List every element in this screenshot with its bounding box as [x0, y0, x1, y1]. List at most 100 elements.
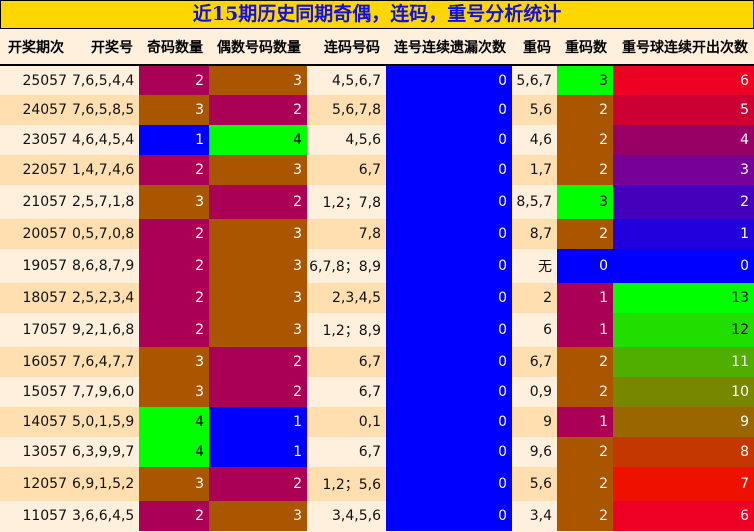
column-header-period[interactable]: 开奖期次 — [0, 29, 72, 66]
cell-period: 15057 — [0, 377, 72, 407]
cell-repeat-streak: 3 — [613, 155, 754, 185]
cell-period: 13057 — [0, 437, 72, 467]
cell-even-count: 1 — [209, 437, 307, 467]
cell-consecutive: 5,6,7,8 — [307, 95, 386, 125]
cell-period: 12057 — [0, 467, 72, 501]
cell-consecutive: 0,1 — [307, 407, 386, 437]
table-row: 15057 7,7,9,6,0 3 2 6,7 0 0,9 2 10 — [0, 377, 754, 407]
column-header-repeat-count[interactable]: 重码数 — [557, 29, 613, 66]
cell-numbers: 8,6,8,7,9 — [72, 249, 139, 283]
cell-consecutive-miss: 0 — [386, 95, 512, 125]
cell-repeat: 4,6 — [512, 125, 557, 155]
cell-repeat-streak: 0 — [613, 249, 754, 283]
cell-even-count: 4 — [209, 125, 307, 155]
cell-period: 20057 — [0, 219, 72, 249]
cell-consecutive-miss: 0 — [386, 283, 512, 313]
cell-repeat: 8,5,7 — [512, 185, 557, 219]
cell-consecutive: 6,7 — [307, 155, 386, 185]
cell-repeat: 6 — [512, 313, 557, 347]
column-header-consecutive-miss[interactable]: 连号连续遗漏次数 — [386, 29, 512, 66]
cell-numbers: 1,4,7,4,6 — [72, 155, 139, 185]
cell-consecutive: 7,8 — [307, 219, 386, 249]
cell-numbers: 2,5,2,3,4 — [72, 283, 139, 313]
cell-consecutive-miss: 0 — [386, 377, 512, 407]
cell-repeat-count: 2 — [557, 347, 613, 377]
table-row: 20057 0,5,7,0,8 2 3 7,8 0 8,7 2 1 — [0, 219, 754, 249]
cell-odd-count: 2 — [139, 155, 209, 185]
cell-consecutive-miss: 0 — [386, 219, 512, 249]
table-row: 21057 2,5,7,1,8 3 2 1,2；7,8 0 8,5,7 3 2 — [0, 185, 754, 219]
cell-odd-count: 3 — [139, 467, 209, 501]
cell-consecutive-miss: 0 — [386, 467, 512, 501]
column-header-even-count[interactable]: 偶数号码数量 — [209, 29, 307, 66]
cell-repeat: 6,7 — [512, 347, 557, 377]
cell-period: 16057 — [0, 347, 72, 377]
cell-numbers: 2,5,7,1,8 — [72, 185, 139, 219]
cell-numbers: 7,7,9,6,0 — [72, 377, 139, 407]
cell-consecutive-miss: 0 — [386, 65, 512, 95]
cell-repeat-streak: 8 — [613, 437, 754, 467]
cell-numbers: 7,6,4,7,7 — [72, 347, 139, 377]
cell-odd-count: 2 — [139, 313, 209, 347]
cell-period: 23057 — [0, 125, 72, 155]
cell-repeat-streak: 1 — [613, 219, 754, 249]
cell-repeat: 9 — [512, 407, 557, 437]
cell-even-count: 2 — [209, 377, 307, 407]
cell-repeat-count: 2 — [557, 219, 613, 249]
cell-repeat-count: 2 — [557, 95, 613, 125]
cell-period: 18057 — [0, 283, 72, 313]
table-row: 22057 1,4,7,4,6 2 3 6,7 0 1,7 2 3 — [0, 155, 754, 185]
cell-odd-count: 2 — [139, 283, 209, 313]
cell-numbers: 7,6,5,8,5 — [72, 95, 139, 125]
cell-consecutive: 6,7 — [307, 377, 386, 407]
cell-numbers: 9,2,1,6,8 — [72, 313, 139, 347]
cell-odd-count: 3 — [139, 347, 209, 377]
cell-consecutive-miss: 0 — [386, 501, 512, 531]
cell-even-count: 3 — [209, 65, 307, 95]
column-header-consecutive[interactable]: 连码号码 — [307, 29, 386, 66]
cell-repeat-count: 1 — [557, 407, 613, 437]
cell-repeat-streak: 10 — [613, 377, 754, 407]
cell-even-count: 3 — [209, 283, 307, 313]
cell-even-count: 3 — [209, 155, 307, 185]
cell-consecutive: 6,7,8；8,9 — [307, 249, 386, 283]
column-header-numbers[interactable]: 开奖号 — [72, 29, 139, 66]
table-row: 12057 6,9,1,5,2 3 2 1,2；5,6 0 5,6 2 7 — [0, 467, 754, 501]
cell-numbers: 7,6,5,4,4 — [72, 65, 139, 95]
cell-period: 11057 — [0, 501, 72, 531]
cell-repeat-streak: 4 — [613, 125, 754, 155]
cell-consecutive: 1,2；7,8 — [307, 185, 386, 219]
table-row: 19057 8,6,8,7,9 2 3 6,7,8；8,9 0 无 0 0 — [0, 249, 754, 283]
cell-consecutive: 6,7 — [307, 437, 386, 467]
cell-repeat-streak: 2 — [613, 185, 754, 219]
cell-repeat-count: 1 — [557, 283, 613, 313]
cell-odd-count: 4 — [139, 437, 209, 467]
cell-odd-count: 1 — [139, 125, 209, 155]
table-row: 25057 7,6,5,4,4 2 3 4,5,6,7 0 5,6,7 3 6 — [0, 65, 754, 95]
cell-repeat-count: 2 — [557, 125, 613, 155]
cell-odd-count: 2 — [139, 219, 209, 249]
cell-period: 22057 — [0, 155, 72, 185]
column-header-repeat-streak[interactable]: 重号球连续开出次数 — [613, 29, 754, 66]
column-header-odd-count[interactable]: 奇码数量 — [139, 29, 209, 66]
cell-even-count: 2 — [209, 95, 307, 125]
cell-even-count: 2 — [209, 467, 307, 501]
cell-period: 25057 — [0, 65, 72, 95]
cell-even-count: 3 — [209, 501, 307, 531]
cell-repeat: 9,6 — [512, 437, 557, 467]
table-row: 24057 7,6,5,8,5 3 2 5,6,7,8 0 5,6 2 5 — [0, 95, 754, 125]
cell-repeat: 5,6 — [512, 95, 557, 125]
cell-consecutive: 1,2；5,6 — [307, 467, 386, 501]
cell-repeat-streak: 5 — [613, 95, 754, 125]
cell-even-count: 2 — [209, 185, 307, 219]
cell-repeat: 5,6 — [512, 467, 557, 501]
column-header-repeat[interactable]: 重码 — [512, 29, 557, 66]
cell-repeat-streak: 7 — [613, 467, 754, 501]
cell-numbers: 5,0,1,5,9 — [72, 407, 139, 437]
cell-consecutive-miss: 0 — [386, 437, 512, 467]
cell-repeat: 3,4 — [512, 501, 557, 531]
cell-odd-count: 2 — [139, 501, 209, 531]
page-title: 近15期历史同期奇偶，连码，重号分析统计 — [0, 0, 754, 29]
table-row: 14057 5,0,1,5,9 4 1 0,1 0 9 1 9 — [0, 407, 754, 437]
cell-odd-count: 3 — [139, 95, 209, 125]
